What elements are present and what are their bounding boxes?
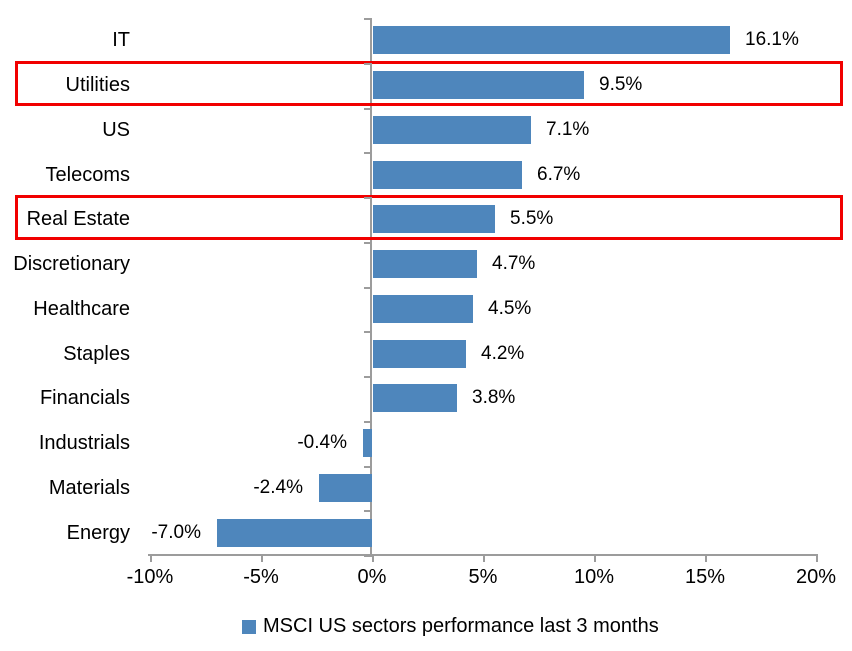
bar-real-estate <box>373 205 495 233</box>
y-tick-8 <box>364 376 372 378</box>
y-tick-10 <box>364 466 372 468</box>
x-tick-label-15: 15% <box>684 566 726 588</box>
value-label-financials: 3.8% <box>472 387 516 408</box>
bar-discretionary <box>373 250 477 278</box>
value-label-utilities: 9.5% <box>599 74 643 95</box>
x-tick-0 <box>372 555 374 562</box>
highlight-box-real-estate <box>15 195 843 240</box>
x-tick-label--5: -5% <box>243 566 279 588</box>
x-tick--5 <box>261 555 263 562</box>
bar-healthcare <box>373 295 473 323</box>
x-tick-label-5: 5% <box>468 566 498 588</box>
y-tick-0 <box>364 18 372 20</box>
category-label-discretionary: Discretionary <box>13 253 130 275</box>
value-label-us: 7.1% <box>546 119 590 140</box>
value-label-telecoms: 6.7% <box>537 164 581 185</box>
value-label-healthcare: 4.5% <box>488 298 532 319</box>
x-tick-label-10: 10% <box>573 566 615 588</box>
y-tick-5 <box>364 242 372 244</box>
bar-staples <box>373 340 466 368</box>
y-tick-3 <box>364 152 372 154</box>
category-label-healthcare: Healthcare <box>33 298 130 320</box>
bar-utilities <box>373 71 584 99</box>
y-tick-1 <box>364 63 372 65</box>
bar-us <box>373 116 531 144</box>
category-label-us: US <box>102 119 130 141</box>
category-label-industrials: Industrials <box>38 432 130 454</box>
y-tick-9 <box>364 421 372 423</box>
bar-telecoms <box>373 161 522 189</box>
x-tick-10 <box>594 555 596 562</box>
category-label-utilities: Utilities <box>65 74 130 96</box>
value-label-discretionary: 4.7% <box>492 253 536 274</box>
bar-energy <box>217 519 372 547</box>
value-label-energy: -7.0% <box>151 522 201 543</box>
x-tick-5 <box>483 555 485 562</box>
category-label-materials: Materials <box>48 477 130 499</box>
value-label-staples: 4.2% <box>481 343 525 364</box>
category-label-real-estate: Real Estate <box>26 208 130 230</box>
x-tick-label-20: 20% <box>795 566 837 588</box>
legend-label: MSCI US sectors performance last 3 month… <box>263 615 659 637</box>
y-tick-2 <box>364 108 372 110</box>
y-tick-12 <box>364 555 372 557</box>
x-tick-label--10: -10% <box>126 566 174 588</box>
legend-color-swatch <box>242 619 256 634</box>
bar-financials <box>373 384 457 412</box>
bar-it <box>373 26 730 54</box>
category-label-energy: Energy <box>66 522 130 544</box>
y-tick-6 <box>364 287 372 289</box>
category-label-it: IT <box>112 29 130 51</box>
x-tick-20 <box>816 555 818 562</box>
legend: MSCI US sectors performance last 3 month… <box>242 615 659 638</box>
value-label-it: 16.1% <box>745 29 799 50</box>
y-tick-7 <box>364 331 372 333</box>
x-tick-label-0: 0% <box>357 566 387 588</box>
value-label-materials: -2.4% <box>253 477 303 498</box>
x-tick-15 <box>705 555 707 562</box>
category-label-staples: Staples <box>63 343 130 365</box>
y-tick-11 <box>364 510 372 512</box>
y-tick-4 <box>364 197 372 199</box>
bar-materials <box>319 474 372 502</box>
value-label-real-estate: 5.5% <box>510 208 554 229</box>
x-tick--10 <box>150 555 152 562</box>
bar-industrials <box>363 429 372 457</box>
highlight-box-utilities <box>15 61 843 106</box>
category-label-financials: Financials <box>39 387 130 409</box>
value-label-industrials: -0.4% <box>297 432 347 453</box>
category-label-telecoms: Telecoms <box>45 164 130 186</box>
